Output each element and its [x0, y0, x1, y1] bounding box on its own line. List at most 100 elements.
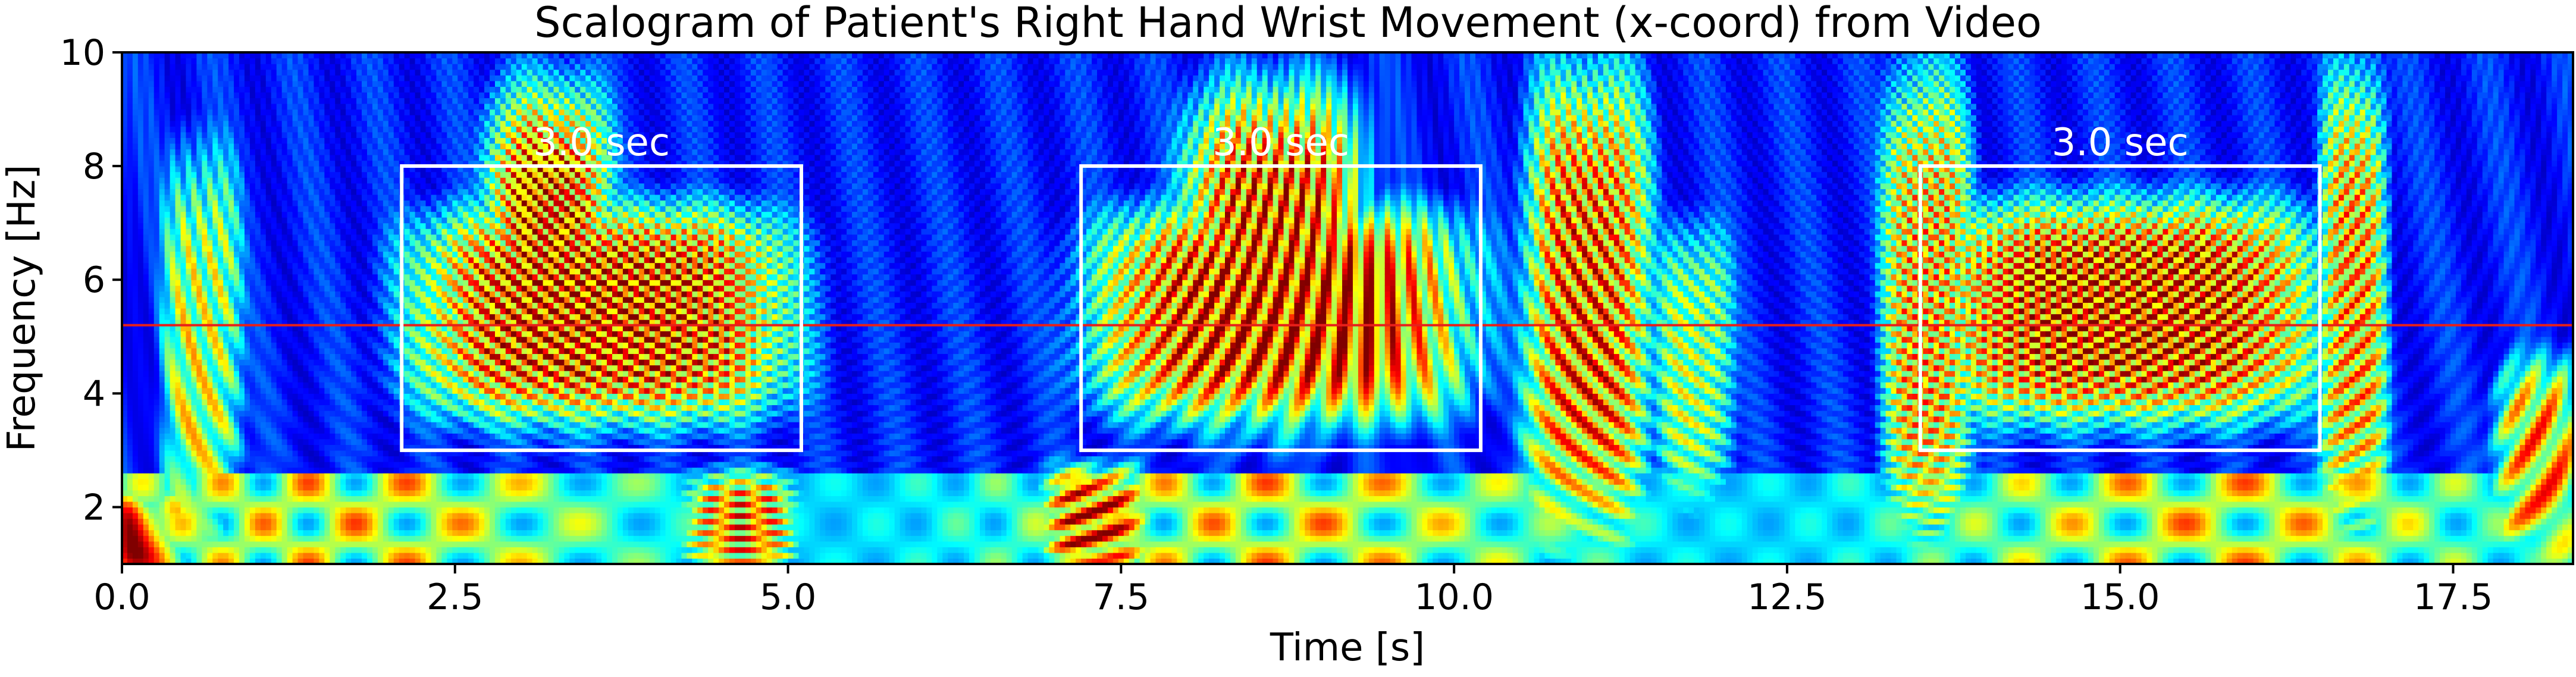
heatmap-cell: [175, 302, 181, 309]
heatmap-cell: [362, 291, 368, 297]
heatmap-cell: [212, 131, 218, 138]
heatmap-cell: [260, 382, 267, 388]
heatmap-cell: [281, 274, 288, 280]
heatmap-cell: [132, 245, 139, 252]
heatmap-cell: [383, 217, 389, 224]
heatmap-cell: [212, 251, 218, 258]
heatmap-cell: [249, 433, 256, 440]
heatmap-cell: [281, 262, 288, 269]
heatmap-cell: [191, 518, 197, 525]
heatmap-cell: [383, 291, 389, 297]
heatmap-cell: [367, 131, 373, 138]
heatmap-cell: [255, 410, 261, 417]
heatmap-cell: [292, 336, 299, 343]
heatmap-cell: [340, 80, 346, 87]
heatmap-cell: [346, 319, 352, 326]
heatmap-cell: [340, 149, 346, 155]
heatmap-cell: [223, 98, 229, 104]
heatmap-cell: [228, 280, 234, 286]
heatmap-cell: [191, 382, 197, 388]
heatmap-cell: [164, 262, 171, 269]
heatmap-cell: [276, 427, 283, 434]
heatmap-cell: [245, 438, 250, 445]
heatmap-cell: [330, 336, 336, 343]
heatmap-cell: [297, 547, 304, 553]
heatmap-cell: [393, 234, 400, 240]
heatmap-cell: [372, 291, 378, 297]
heatmap-cell: [245, 314, 250, 320]
heatmap-cell: [340, 507, 346, 513]
heatmap-cell: [175, 507, 181, 513]
heatmap-cell: [399, 115, 405, 121]
heatmap-cell: [335, 541, 341, 547]
heatmap-cell: [303, 143, 309, 150]
heatmap-cell: [260, 376, 267, 383]
heatmap-cell: [356, 365, 362, 371]
heatmap-cell: [137, 547, 144, 553]
heatmap-cell: [346, 251, 352, 258]
heatmap-cell: [372, 342, 378, 349]
heatmap-cell: [324, 507, 330, 513]
heatmap-cell: [148, 376, 155, 383]
heatmap-cell: [362, 365, 368, 371]
heatmap-cell: [388, 496, 394, 502]
heatmap-cell: [409, 64, 416, 70]
heatmap-cell: [255, 137, 261, 144]
heatmap-cell: [196, 137, 202, 144]
heatmap-cell: [330, 80, 336, 87]
heatmap-cell: [218, 473, 224, 479]
heatmap-cell: [308, 92, 315, 99]
heatmap-cell: [330, 359, 336, 366]
heatmap-cell: [393, 387, 400, 394]
heatmap-cell: [372, 535, 378, 542]
heatmap-cell: [356, 405, 362, 411]
heatmap-cell: [153, 75, 160, 82]
heatmap-cell: [234, 120, 240, 127]
heatmap-cell: [170, 104, 176, 110]
heatmap-cell: [207, 262, 213, 269]
heatmap-cell: [271, 319, 277, 326]
heatmap-cell: [351, 524, 357, 531]
heatmap-cell: [223, 75, 229, 82]
heatmap-cell: [137, 274, 144, 280]
heatmap-cell: [383, 280, 389, 286]
heatmap-cell: [127, 518, 133, 525]
heatmap-cell: [153, 104, 160, 110]
heatmap-cell: [314, 501, 319, 508]
heatmap-cell: [249, 177, 256, 184]
heatmap-cell: [223, 143, 229, 150]
heatmap-cell: [153, 171, 160, 178]
heatmap-cell: [276, 257, 283, 264]
heatmap-cell: [170, 183, 176, 189]
heatmap-cell: [367, 314, 373, 320]
heatmap-cell: [362, 371, 368, 377]
heatmap-cell: [415, 456, 421, 462]
heatmap-cell: [346, 194, 352, 201]
heatmap-cell: [191, 359, 197, 366]
heatmap-cell: [180, 228, 187, 235]
heatmap-cell: [180, 115, 187, 121]
heatmap-cell: [319, 365, 325, 371]
heatmap-cell: [297, 268, 304, 275]
heatmap-cell: [255, 200, 261, 206]
heatmap-cell: [223, 64, 229, 70]
heatmap-cell: [153, 507, 160, 513]
heatmap-cell: [383, 399, 389, 406]
heatmap-cell: [265, 535, 272, 542]
heatmap-cell: [228, 347, 234, 355]
heatmap-cell: [127, 120, 133, 127]
heatmap-cell: [228, 490, 234, 496]
heatmap-cell: [404, 149, 410, 155]
heatmap-cell: [175, 296, 181, 303]
heatmap-cell: [362, 200, 368, 206]
heatmap-cell: [186, 319, 192, 326]
heatmap-cell: [245, 126, 250, 133]
heatmap-cell: [148, 473, 155, 479]
heatmap-cell: [297, 308, 304, 315]
heatmap-cell: [239, 98, 245, 104]
heatmap-cell: [245, 211, 250, 218]
heatmap-cell: [218, 353, 224, 360]
heatmap-cell: [234, 518, 240, 525]
heatmap-cell: [388, 302, 394, 309]
heatmap-cell: [186, 211, 192, 218]
